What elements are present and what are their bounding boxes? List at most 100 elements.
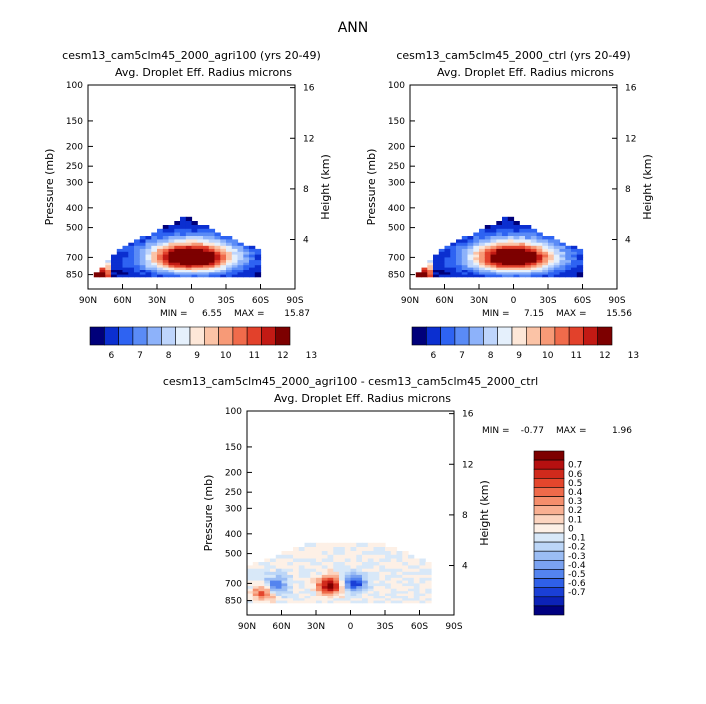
heatmap-cell: [496, 225, 503, 230]
heatmap-cell: [356, 593, 363, 597]
colorbar-box: [132, 326, 148, 346]
heatmap-cell: [502, 267, 509, 271]
heatmap-cell: [425, 600, 432, 604]
y-tick-label: 150: [66, 117, 83, 127]
heatmap-cell: [396, 596, 403, 599]
heatmap-cell: [243, 254, 250, 258]
heatmap-cell: [174, 272, 181, 276]
heatmap-cell: [339, 596, 346, 599]
heatmap-cell: [134, 251, 141, 256]
heatmap-cell: [287, 593, 294, 597]
colorbar-box: [533, 496, 565, 507]
heatmap-cell: [321, 558, 329, 563]
heatmap-cell: [427, 272, 434, 276]
heatmap-cell: [214, 272, 221, 276]
heatmap-cell: [275, 580, 283, 584]
heatmap-cell: [134, 248, 141, 253]
heatmap-cell: [220, 260, 227, 264]
y-tick-label: 150: [225, 443, 242, 453]
heatmap-cell: [304, 565, 311, 570]
heatmap-cell: [270, 583, 277, 587]
colorbar-box: [189, 326, 205, 346]
heatmap-cell: [197, 236, 204, 240]
heatmap-cell: [220, 248, 227, 253]
heatmap-cell: [191, 257, 198, 261]
heatmap-cell: [402, 600, 409, 604]
heatmap-cell: [293, 598, 300, 602]
heatmap-cell: [402, 588, 409, 592]
heatmap-cell: [548, 242, 555, 247]
y2-tick-label: 16: [462, 410, 474, 420]
heatmap-cell: [461, 239, 469, 244]
heatmap-cell: [379, 551, 386, 556]
heatmap-cell: [473, 232, 480, 237]
heatmap-cell: [390, 562, 398, 566]
chart-subtitle-left: Avg. Droplet Eff. Radius: [437, 66, 567, 79]
heatmap-cell: [327, 558, 334, 563]
heatmap-cell: [254, 262, 262, 266]
heatmap-cell: [275, 583, 283, 587]
heatmap-cell: [496, 245, 503, 250]
heatmap-cell: [327, 568, 334, 573]
heatmap-cell: [385, 588, 392, 592]
heatmap-cell: [168, 228, 175, 233]
heatmap-cell: [270, 598, 277, 602]
heatmap-cell: [484, 242, 492, 247]
heatmap-cell: [390, 596, 398, 599]
y-tick-label: 400: [66, 204, 83, 214]
heatmap-cell: [275, 565, 283, 570]
heatmap-cell: [258, 577, 265, 582]
heatmap-cell: [456, 248, 463, 253]
heatmap-cell: [197, 245, 204, 250]
heatmap-cell: [513, 248, 520, 253]
heatmap-cell: [157, 270, 164, 273]
heatmap-cell: [214, 248, 221, 253]
heatmap-cell: [208, 239, 216, 244]
heatmap-cell: [402, 591, 409, 595]
heatmap-cell: [157, 272, 164, 276]
heatmap-cell: [180, 267, 187, 271]
heatmap-cell: [344, 591, 352, 595]
heatmap-cell: [180, 251, 187, 256]
y-tick-label: 250: [66, 162, 83, 172]
heatmap-cell: [433, 265, 440, 269]
heatmap-cell: [385, 565, 392, 570]
heatmap-cell: [208, 254, 216, 258]
heatmap-cell: [134, 239, 141, 244]
heatmap-cell: [530, 254, 538, 258]
heatmap-cell: [258, 586, 265, 590]
heatmap-cell: [438, 251, 446, 256]
heatmap-cell: [344, 562, 352, 566]
heatmap-cell: [496, 239, 503, 244]
heatmap-cell: [553, 260, 561, 264]
y2-tick-label: 4: [462, 562, 468, 572]
heatmap-cell: [208, 236, 216, 240]
heatmap-cell: [456, 270, 463, 273]
heatmap-cell: [390, 547, 398, 552]
heatmap-cell: [576, 265, 584, 269]
heatmap-cell: [293, 577, 300, 582]
heatmap-cell: [287, 565, 294, 570]
heatmap-cell: [157, 242, 164, 247]
heatmap-cell: [293, 551, 300, 556]
heatmap-cell: [174, 228, 181, 233]
heatmap-cell: [513, 254, 520, 258]
heatmap-cell: [226, 248, 233, 253]
heatmap-cell: [473, 267, 480, 271]
heatmap-cell: [316, 586, 323, 590]
heatmap-cell: [339, 598, 346, 602]
heatmap-cell: [385, 568, 392, 573]
heatmap-cell: [128, 267, 135, 271]
heatmap-cell: [174, 225, 181, 230]
heatmap-cell: [93, 274, 101, 278]
heatmap-cell: [122, 257, 129, 261]
heatmap-cell: [490, 251, 497, 256]
heatmap-cell: [379, 565, 386, 570]
heatmap-cell: [116, 257, 124, 261]
heatmap-cell: [502, 245, 509, 250]
heatmap-cell: [151, 248, 158, 253]
colorbar-box: [146, 326, 162, 346]
heatmap-cell: [536, 236, 543, 240]
heatmap-cell: [484, 248, 492, 253]
heatmap-cell: [390, 583, 398, 587]
